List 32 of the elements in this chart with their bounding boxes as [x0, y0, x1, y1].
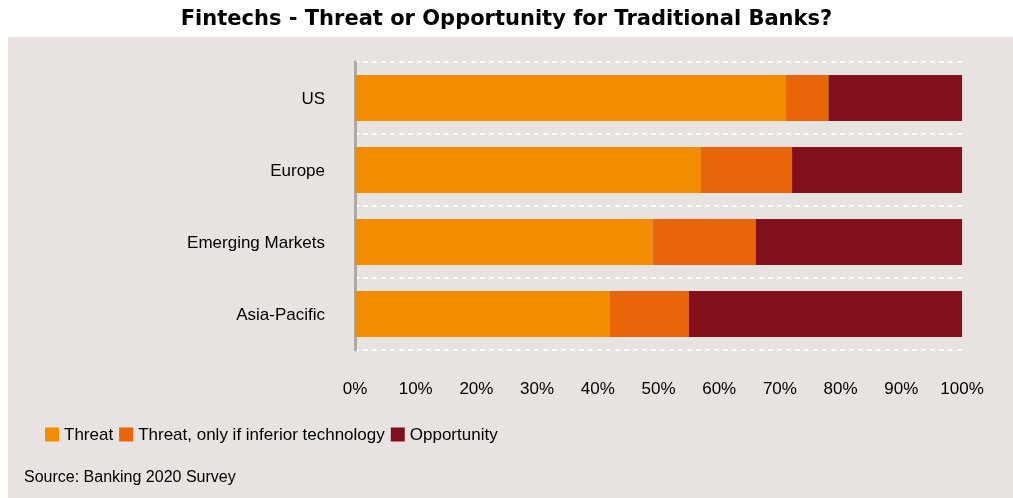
- x-tick-label: 60%: [702, 379, 737, 398]
- bar: [792, 147, 962, 193]
- bar: [355, 219, 653, 265]
- x-tick-label: 0%: [342, 379, 368, 398]
- bar: [785, 75, 829, 121]
- x-tick-label: 80%: [823, 379, 858, 398]
- x-tick-label: 10%: [398, 379, 433, 398]
- y-tick-label: Europe: [270, 160, 325, 180]
- x-tick-label: 100%: [940, 379, 984, 398]
- y-tick-label: US: [301, 88, 325, 108]
- legend-label: Threat: [64, 425, 114, 444]
- x-tick-label: 30%: [520, 379, 555, 398]
- x-tick-label: 40%: [580, 379, 615, 398]
- bar: [355, 75, 786, 121]
- y-tick-label: Asia-Pacific: [236, 304, 326, 324]
- bar: [688, 291, 962, 337]
- y-tick-label: Emerging Markets: [187, 232, 325, 252]
- x-tick-label: 90%: [884, 379, 919, 398]
- bar: [652, 219, 756, 265]
- bar: [755, 219, 962, 265]
- x-tick-label: 50%: [641, 379, 676, 398]
- x-tick-label: 20%: [459, 379, 494, 398]
- chart-title: Fintechs - Threat or Opportunity for Traditional Banks?: [179, 5, 834, 32]
- legend-label: Threat, only if inferior technology: [138, 425, 386, 444]
- x-tick-label: 70%: [762, 379, 797, 398]
- legend-label: Opportunity: [409, 425, 499, 444]
- bar: [609, 291, 689, 337]
- source-note: Source: Banking 2020 Survey: [24, 467, 236, 485]
- bar: [355, 291, 610, 337]
- bar: [355, 147, 701, 193]
- bar: [700, 147, 793, 193]
- bar: [828, 75, 962, 121]
